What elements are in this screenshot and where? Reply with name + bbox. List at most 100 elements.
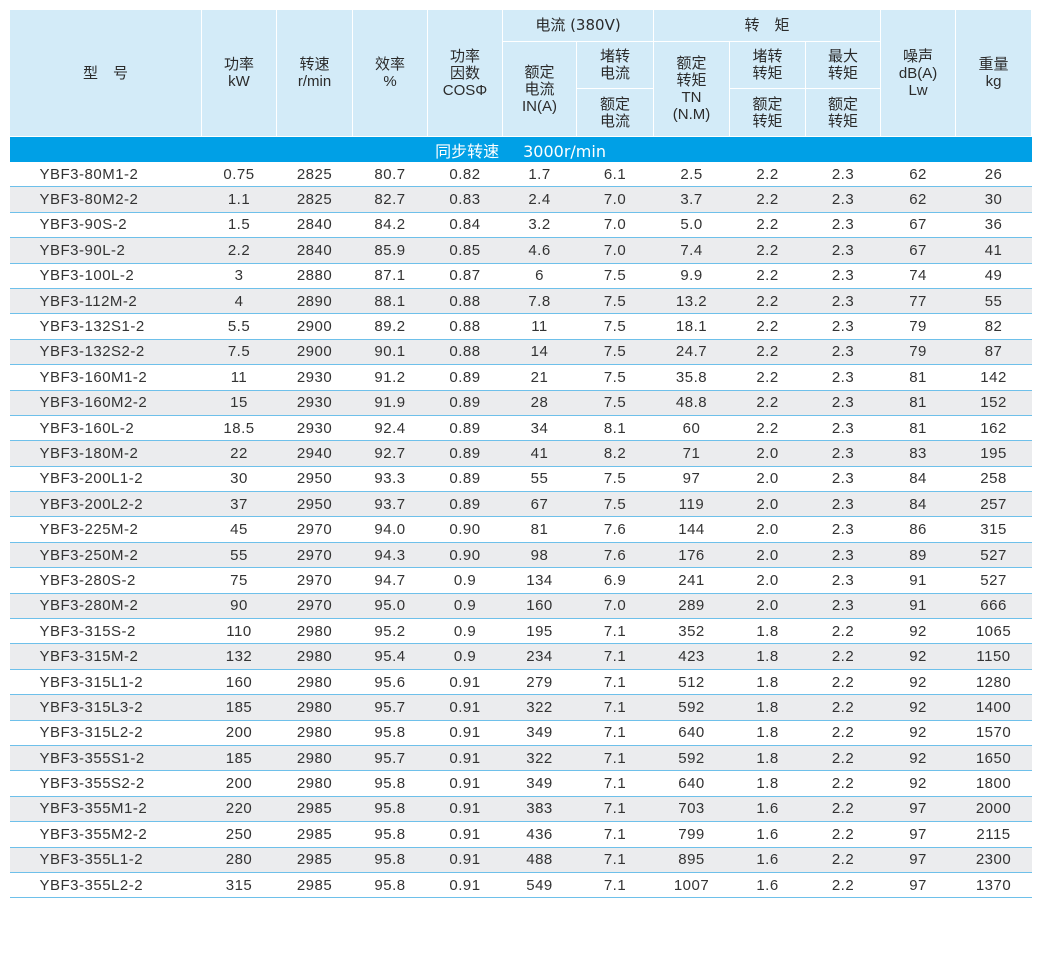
cell-model: YBF3-100L-2 — [9, 263, 202, 289]
header-lc-top-label: 堵转电流 — [599, 47, 630, 82]
header-weight-unit: kg — [985, 73, 1002, 90]
cell-model: YBF3-315L3-2 — [9, 694, 202, 721]
cell-power-factor: 0.89 — [427, 491, 503, 518]
cell-power-factor: 0.88 — [427, 288, 503, 315]
cell-efficiency: 95.7 — [352, 694, 428, 721]
cell-locked-current-ratio: 7.5 — [576, 466, 654, 493]
cell-rated-torque: 703 — [653, 796, 730, 823]
cell-weight: 1065 — [955, 618, 1032, 645]
cell-rated-torque: 71 — [653, 440, 730, 467]
cell-speed: 2980 — [276, 745, 353, 772]
table-row: YBF3-315L2-2 200 2980 95.8 0.91 349 7.1 640 1.8 2… — [9, 720, 1032, 746]
cell-speed: 2985 — [276, 796, 353, 823]
cell-noise: 92 — [880, 694, 956, 721]
cell-noise: 67 — [880, 212, 956, 239]
cell-speed: 2980 — [276, 618, 353, 645]
header-pf-label-1: 功率 — [449, 46, 480, 65]
table-row: YBF3-160M1-2 11 2930 91.2 0.89 21 7.5 35.8 2.2 2.… — [9, 364, 1032, 391]
table-row: YBF3-315L1-2 160 2980 95.6 0.91 279 7.1 512 1.8 2… — [9, 669, 1032, 696]
cell-max-torque-ratio: 2.2 — [805, 669, 881, 696]
cell-efficiency: 94.3 — [352, 542, 428, 569]
cell-efficiency: 87.1 — [352, 263, 428, 289]
cell-locked-current-ratio: 6.9 — [576, 567, 654, 594]
header-current-group-label: 电流 (380V) — [535, 16, 621, 34]
cell-rated-current: 6 — [502, 263, 577, 289]
cell-noise: 92 — [880, 720, 956, 746]
cell-max-torque-ratio: 2.2 — [805, 847, 881, 873]
cell-weight: 82 — [955, 313, 1032, 340]
cell-locked-torque-ratio: 2.0 — [729, 542, 806, 569]
cell-speed: 2940 — [276, 440, 353, 467]
cell-rated-current: 488 — [502, 847, 577, 873]
cell-max-torque-ratio: 2.3 — [805, 288, 881, 315]
cell-locked-current-ratio: 7.1 — [576, 821, 654, 848]
cell-locked-torque-ratio: 1.6 — [729, 796, 806, 823]
header-locked-current-bottom: 额定电流 — [576, 88, 654, 137]
cell-rated-current: 549 — [502, 872, 577, 899]
cell-noise: 81 — [880, 415, 956, 442]
cell-model: YBF3-315M-2 — [9, 643, 202, 670]
cell-locked-torque-ratio: 2.2 — [729, 339, 806, 366]
header-max-torque-top: 最大转矩 — [804, 41, 882, 89]
cell-weight: 1650 — [955, 745, 1032, 772]
cell-model: YBF3-280S-2 — [9, 567, 202, 594]
cell-speed: 2900 — [276, 339, 353, 366]
cell-weight: 666 — [955, 593, 1032, 620]
cell-max-torque-ratio: 2.3 — [805, 364, 881, 391]
cell-locked-torque-ratio: 2.2 — [729, 415, 806, 442]
cell-locked-current-ratio: 8.1 — [576, 415, 654, 442]
cell-locked-torque-ratio: 1.8 — [729, 669, 806, 696]
cell-power-factor: 0.91 — [427, 796, 503, 823]
cell-locked-current-ratio: 7.5 — [576, 364, 654, 391]
cell-model: YBF3-355M2-2 — [9, 821, 202, 848]
cell-speed: 2840 — [276, 237, 353, 264]
header-max-torque-bottom: 额定转矩 — [804, 88, 882, 137]
cell-power-factor: 0.89 — [427, 390, 503, 416]
cell-efficiency: 95.6 — [352, 669, 428, 696]
cell-model: YBF3-355L1-2 — [9, 847, 202, 873]
cell-noise: 92 — [880, 745, 956, 772]
header-rc-unit: IN(A) — [522, 97, 557, 115]
cell-locked-torque-ratio: 2.0 — [729, 466, 806, 493]
table-row: YBF3-355S1-2 185 2980 95.7 0.91 322 7.1 592 1.8 2… — [9, 745, 1032, 772]
cell-locked-current-ratio: 7.6 — [576, 516, 654, 543]
cell-max-torque-ratio: 2.3 — [805, 593, 881, 620]
cell-rated-current: 383 — [502, 796, 577, 823]
header-locked-current-top: 堵转电流 — [576, 41, 654, 89]
cell-power: 30 — [201, 466, 277, 493]
cell-rated-torque: 592 — [653, 694, 730, 721]
cell-power: 11 — [201, 364, 277, 391]
cell-rated-current: 234 — [502, 643, 577, 670]
cell-rated-current: 81 — [502, 516, 577, 543]
cell-rated-torque: 7.4 — [653, 237, 730, 264]
cell-noise: 91 — [880, 593, 956, 620]
cell-max-torque-ratio: 2.3 — [805, 339, 881, 366]
cell-weight: 1280 — [955, 669, 1032, 696]
cell-power-factor: 0.90 — [427, 542, 503, 569]
cell-power: 3 — [201, 263, 277, 289]
cell-noise: 62 — [880, 162, 956, 188]
cell-rated-torque: 18.1 — [653, 313, 730, 340]
table-row: YBF3-355M1-2 220 2985 95.8 0.91 383 7.1 703 1.6 2… — [9, 796, 1032, 823]
table-row: YBF3-112M-2 4 2890 88.1 0.88 7.8 7.5 13.2 2.2 2.3… — [9, 288, 1032, 315]
cell-rated-torque: 799 — [653, 821, 730, 848]
cell-efficiency: 85.9 — [352, 237, 428, 264]
cell-locked-current-ratio: 7.5 — [576, 313, 654, 340]
cell-noise: 77 — [880, 288, 956, 315]
spec-table-container: 型 号 功率 kW 转速 r/min 效率% 功率 因数 COSΦ 电流 (380V) … — [9, 10, 1033, 899]
cell-speed: 2825 — [276, 186, 353, 213]
cell-efficiency: 95.4 — [352, 643, 428, 670]
header-locked-torque-top: 堵转转矩 — [729, 41, 806, 89]
cell-noise: 97 — [880, 847, 956, 873]
cell-weight: 527 — [955, 567, 1032, 594]
cell-noise: 89 — [880, 542, 956, 569]
header-speed-unit: r/min — [297, 73, 332, 90]
cell-rated-current: 21 — [502, 364, 577, 391]
header-mt-bottom-label: 额定转矩 — [828, 94, 859, 130]
cell-power-factor: 0.88 — [427, 313, 503, 340]
cell-weight: 195 — [955, 440, 1032, 467]
cell-rated-torque: 48.8 — [653, 390, 730, 416]
cell-power: 15 — [201, 390, 277, 416]
table-header: 型 号 功率 kW 转速 r/min 效率% 功率 因数 COSΦ 电流 (380V) … — [9, 10, 1033, 137]
cell-power-factor: 0.88 — [427, 339, 503, 366]
